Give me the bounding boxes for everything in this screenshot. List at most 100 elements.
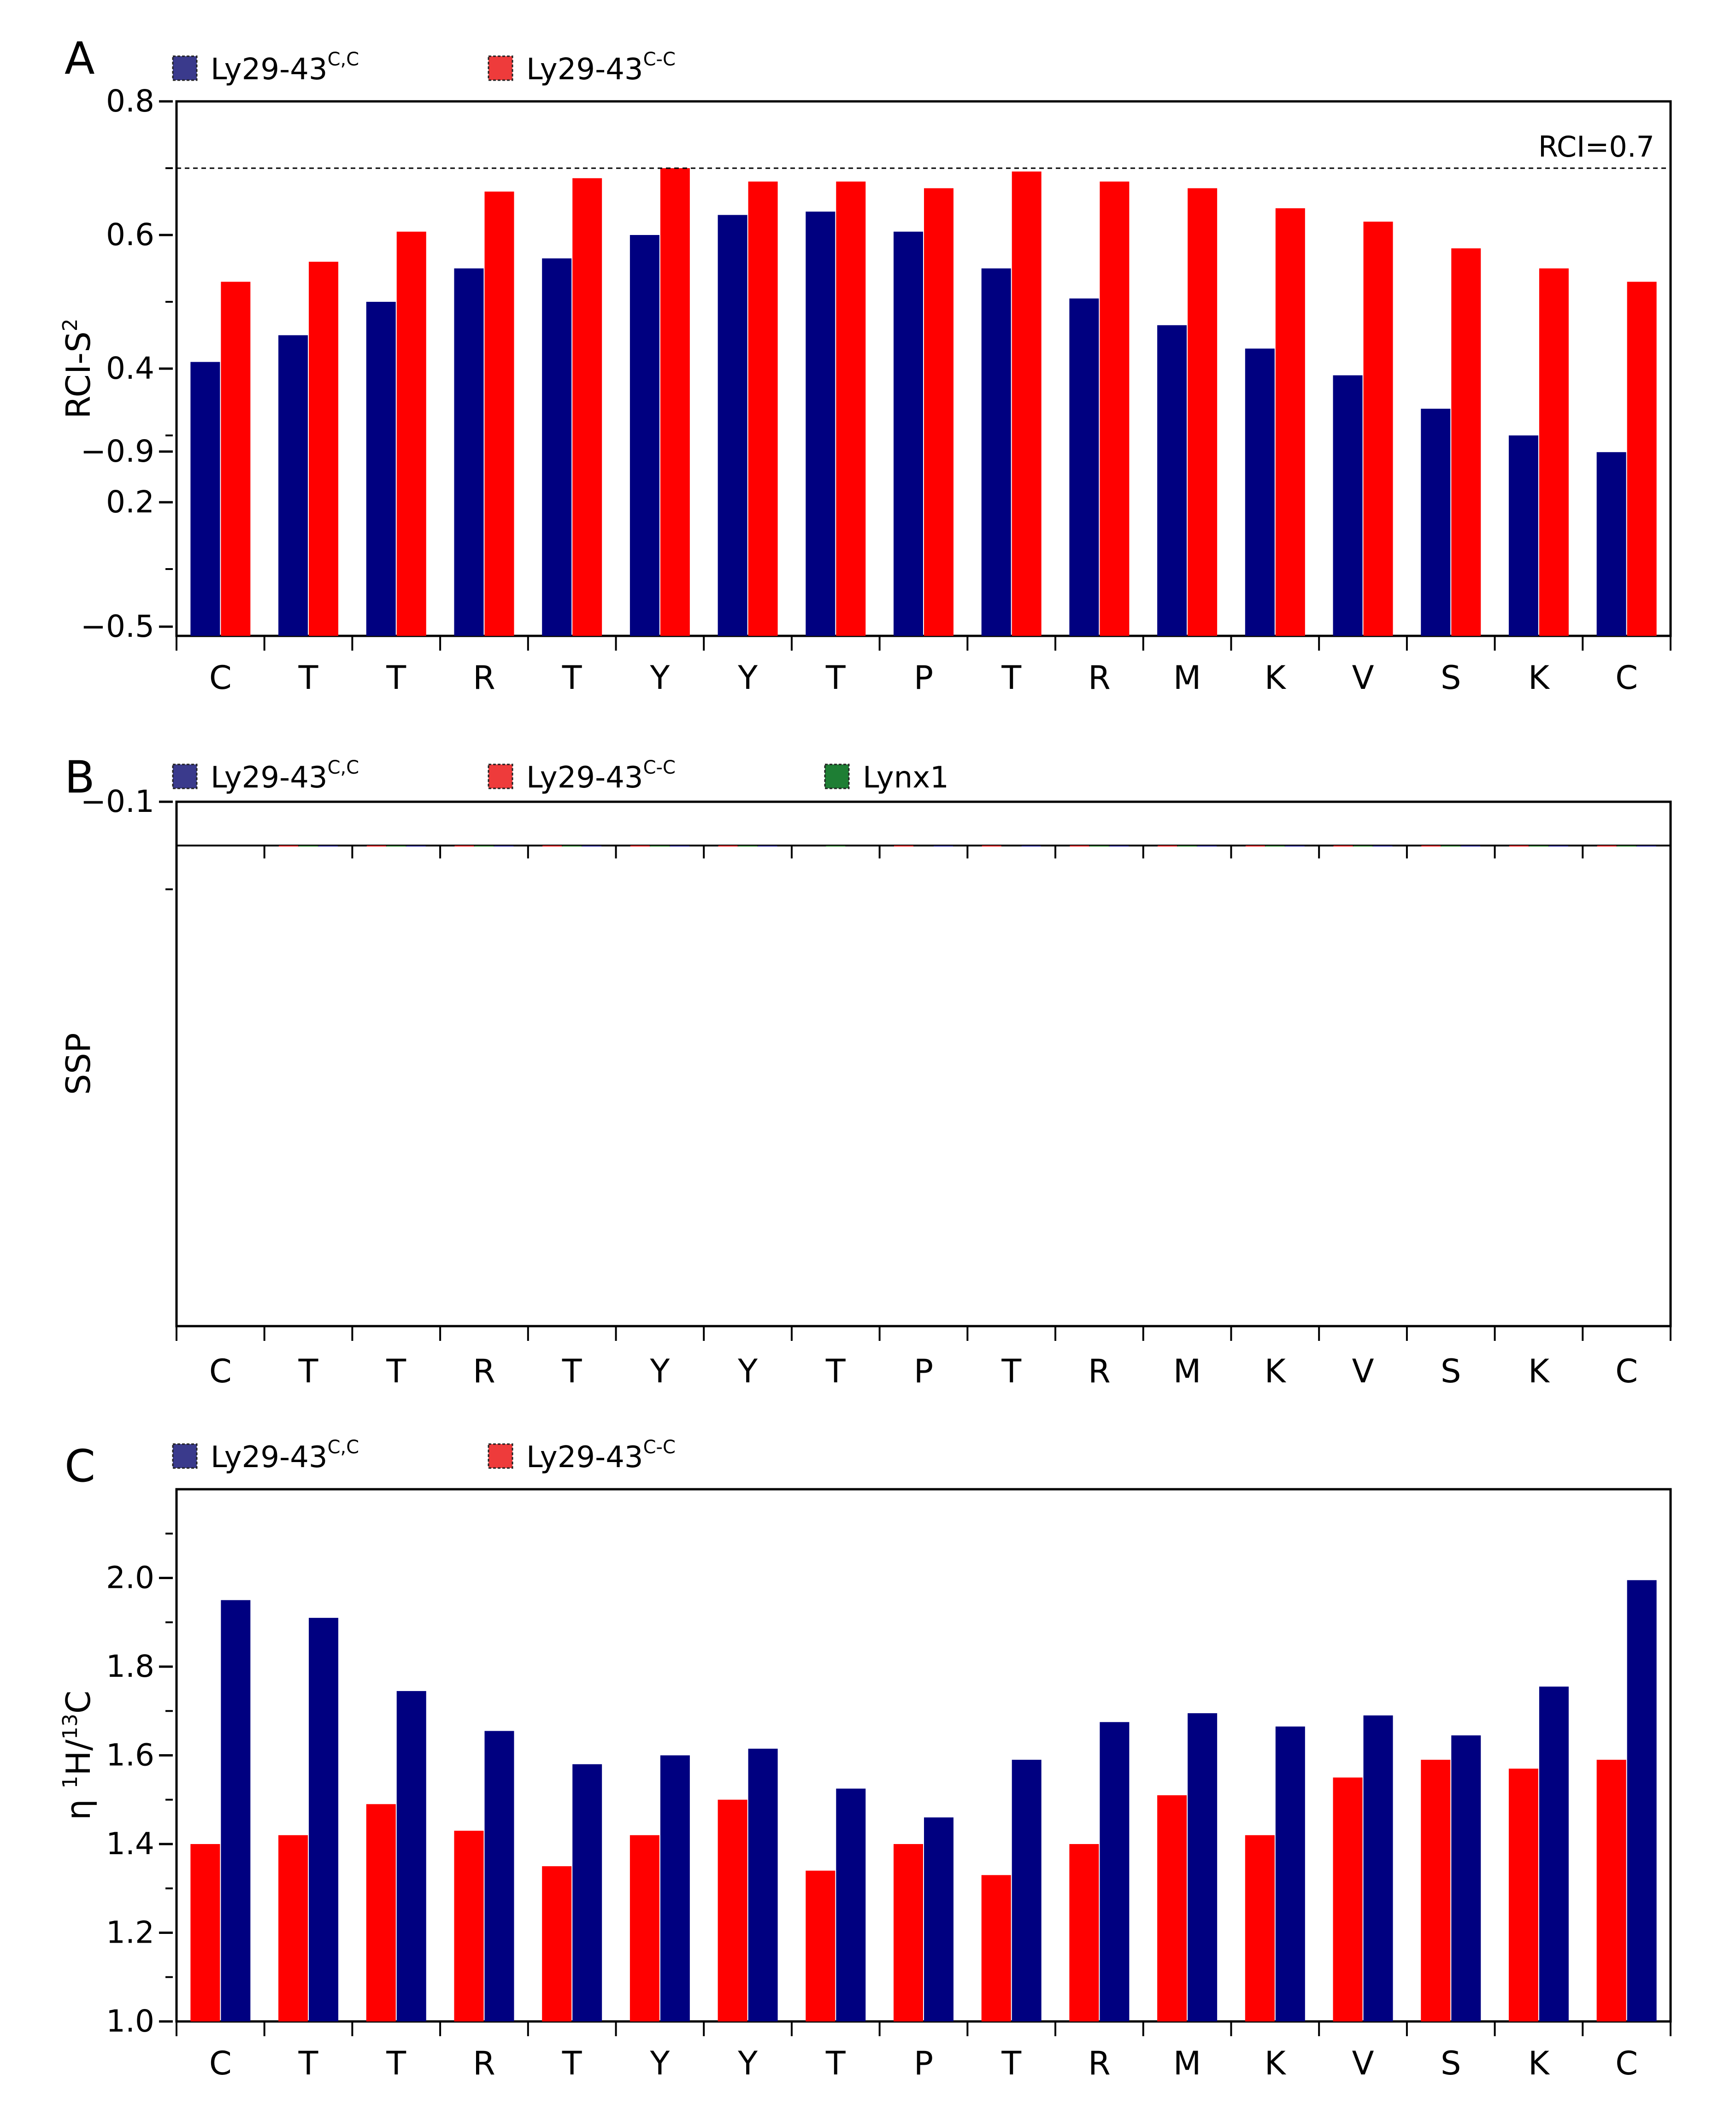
panel-letter: B — [65, 752, 95, 803]
category-label: T — [825, 659, 846, 697]
y-tick-label: 0.4 — [106, 351, 154, 386]
category-label: S — [1441, 2044, 1461, 2082]
bar-ly29-43-c-c-p — [924, 188, 953, 636]
legend-swatch — [488, 1443, 513, 1469]
legend-label: Ly29-43C,C — [211, 1437, 359, 1474]
category-label: Y — [649, 659, 670, 697]
bar-ly29-43-c-c-y — [718, 1799, 747, 2021]
bar-ly29-43-c-c-c — [1596, 1760, 1626, 2021]
bar-ly29-43-c-c-s — [1451, 248, 1481, 636]
category-label: Y — [737, 1352, 758, 1390]
legend-swatch — [488, 764, 513, 789]
bar-ly29-43-c-c-r — [1069, 1844, 1099, 2021]
y-tick-label: 1.4 — [106, 1826, 154, 1862]
bar-ly29-43-c-c-v — [1363, 222, 1393, 636]
chart-panel-C: C 1.0 1.2 1.4 1.6 1.8 2.0 C T T R T Y Y T P T R M K V S K Cη 1H… — [59, 1437, 1672, 2082]
legend-label: Ly29-43C-C — [526, 49, 676, 87]
y-tick-label: 1.2 — [106, 1915, 154, 1950]
bar-ly29-43-c-c-m — [1157, 325, 1187, 636]
bar-ly29-43-c-c-s — [1421, 409, 1451, 636]
category-label: P — [914, 2044, 933, 2082]
category-label: M — [1173, 2044, 1201, 2082]
bar-ly29-43-c-c-m — [1188, 1713, 1218, 2021]
category-label: T — [386, 2044, 406, 2082]
legend-label-base: Ly29-43 — [526, 1440, 643, 1474]
legend-label-base: Ly29-43 — [211, 1440, 328, 1474]
legend-label-base: Ly29-43 — [211, 53, 328, 87]
category-label: R — [473, 1352, 495, 1390]
legend-label-sup: C-C — [643, 757, 676, 778]
y-axis-title-part: C — [59, 1691, 98, 1714]
y-axis-title-part: H/ — [59, 1739, 98, 1775]
bar-ly29-43-c-c-t — [366, 1804, 396, 2021]
bar-ly29-43-c-c-t — [836, 182, 866, 636]
y-tick-label: 2.0 — [106, 1560, 154, 1596]
category-label: R — [473, 2044, 495, 2082]
category-label: T — [825, 2044, 846, 2082]
category-label: C — [209, 2044, 232, 2082]
bar-ly29-43-c-c-t — [836, 1788, 866, 2021]
category-label: T — [1001, 1352, 1021, 1390]
category-label: K — [1265, 2044, 1287, 2082]
legend-swatch — [172, 1443, 198, 1469]
bar-ly29-43-c-c-t — [309, 1618, 339, 2021]
category-label: T — [386, 1352, 406, 1390]
bar-ly29-43-c-c-t — [1012, 1760, 1042, 2021]
bar-ly29-43-c-c-k — [1245, 1835, 1275, 2021]
bar-ly29-43-c-c-r — [1100, 1722, 1130, 2021]
legend-swatch — [488, 55, 513, 81]
category-label: P — [914, 659, 933, 697]
bar-ly29-43-c-c-s — [1451, 1735, 1481, 2021]
category-label: T — [562, 1352, 582, 1390]
bar-ly29-43-c-c-c — [1627, 282, 1657, 636]
category-label: T — [298, 659, 318, 697]
bar-ly29-43-c-c-p — [894, 1844, 923, 2021]
y-axis-title: η 1H/13C — [59, 1691, 98, 1820]
category-label: S — [1441, 1352, 1461, 1390]
bar-ly29-43-c-c-v — [1333, 375, 1363, 636]
legend-label-sup: C,C — [328, 757, 359, 778]
legend-label: Ly29-43C,C — [211, 757, 359, 795]
bar-ly29-43-c-c-y — [748, 182, 778, 636]
y-axis-title-sup: 1 — [59, 1776, 82, 1789]
category-label: T — [298, 1352, 318, 1390]
y-tick-label: 1.8 — [106, 1649, 154, 1684]
y-axis-title-sup: 13 — [59, 1714, 82, 1739]
bar-ly29-43-c-c-m — [1157, 1795, 1187, 2021]
y-axis-title-sup: 2 — [59, 318, 82, 331]
bar-ly29-43-c-c-t — [572, 178, 602, 636]
category-label: S — [1441, 659, 1461, 697]
bar-ly29-43-c-c-c — [221, 282, 251, 636]
bar-ly29-43-c-c-t — [981, 1875, 1011, 2021]
y-axis-title-text: SSP — [59, 1033, 98, 1095]
legend-label-sup: C,C — [328, 49, 359, 70]
category-label: P — [914, 1352, 933, 1390]
legend-label-sup: C-C — [643, 1437, 676, 1458]
category-label: M — [1173, 659, 1201, 697]
y-tick-label: 0.8 — [106, 83, 154, 119]
bar-ly29-43-c-c-c — [190, 1844, 220, 2021]
bar-ly29-43-c-c-p — [924, 1817, 953, 2021]
legend-label-base: Ly29-43 — [211, 761, 328, 795]
legend-label: Ly29-43C,C — [211, 49, 359, 87]
y-tick-label: 1.0 — [106, 2003, 154, 2039]
category-label: T — [298, 2044, 318, 2082]
bar-ly29-43-c-c-t — [396, 231, 426, 636]
category-label: C — [209, 659, 232, 697]
bar-ly29-43-c-c-k — [1508, 435, 1538, 636]
legend-label: Lynx1 — [863, 761, 949, 795]
plot-frame — [175, 800, 1672, 1328]
category-label: C — [1615, 1352, 1638, 1390]
plot-frame — [175, 1488, 1672, 2023]
bar-ly29-43-c-c-t — [366, 302, 396, 636]
bar-ly29-43-c-c-v — [1363, 1715, 1393, 2021]
category-label: C — [1615, 2044, 1638, 2082]
bar-ly29-43-c-c-t — [542, 258, 572, 636]
category-label: C — [1615, 659, 1638, 697]
category-label: M — [1173, 1352, 1201, 1390]
bar-ly29-43-c-c-t — [572, 1764, 602, 2021]
category-label: C — [209, 1352, 232, 1390]
legend-label-base: Ly29-43 — [526, 761, 643, 795]
bar-ly29-43-c-c-r — [484, 1731, 514, 2021]
